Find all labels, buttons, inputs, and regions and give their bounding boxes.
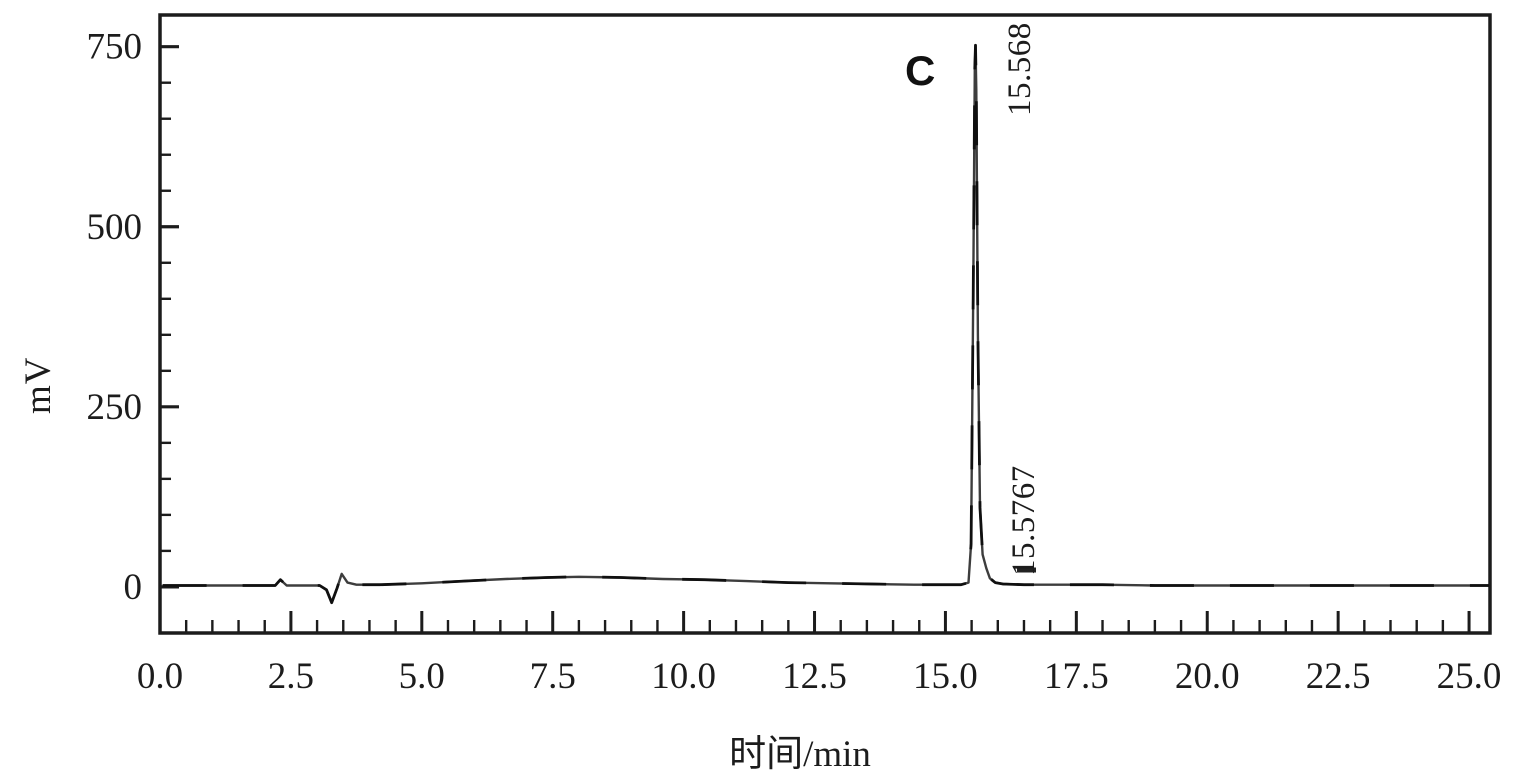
y-tick-label: 750	[87, 27, 143, 68]
x-tick-label: 22.5	[1306, 656, 1371, 697]
x-tick-label: 20.0	[1175, 656, 1240, 697]
x-tick-label: 25.0	[1437, 656, 1502, 697]
chromatogram-trace	[162, 44, 1489, 604]
chromatogram-trace-dashed-overlay	[162, 43, 1489, 605]
x-tick-label: 2.5	[268, 656, 314, 697]
y-tick-label: 0	[124, 567, 143, 608]
x-tick-label: 12.5	[782, 656, 847, 697]
x-tick-label: 17.5	[1044, 656, 1109, 697]
peak-letter-label: C	[905, 47, 936, 94]
y-tick-label: 250	[87, 387, 143, 428]
peak-retention-time-label: 15.568	[1002, 22, 1038, 116]
x-tick-label: 10.0	[651, 656, 716, 697]
y-tick-label: 500	[87, 207, 143, 248]
plot-frame	[158, 13, 1492, 635]
y-axis-title: mV	[18, 356, 59, 415]
x-tick-label: 7.5	[530, 656, 576, 697]
x-tick-label: 15.0	[913, 656, 978, 697]
x-tick-label: 0.0	[137, 656, 183, 697]
secondary-retention-time-label: 15.5767	[1006, 465, 1042, 576]
x-axis-title: 时间/min	[729, 734, 871, 775]
x-tick-label: 5.0	[399, 656, 445, 697]
